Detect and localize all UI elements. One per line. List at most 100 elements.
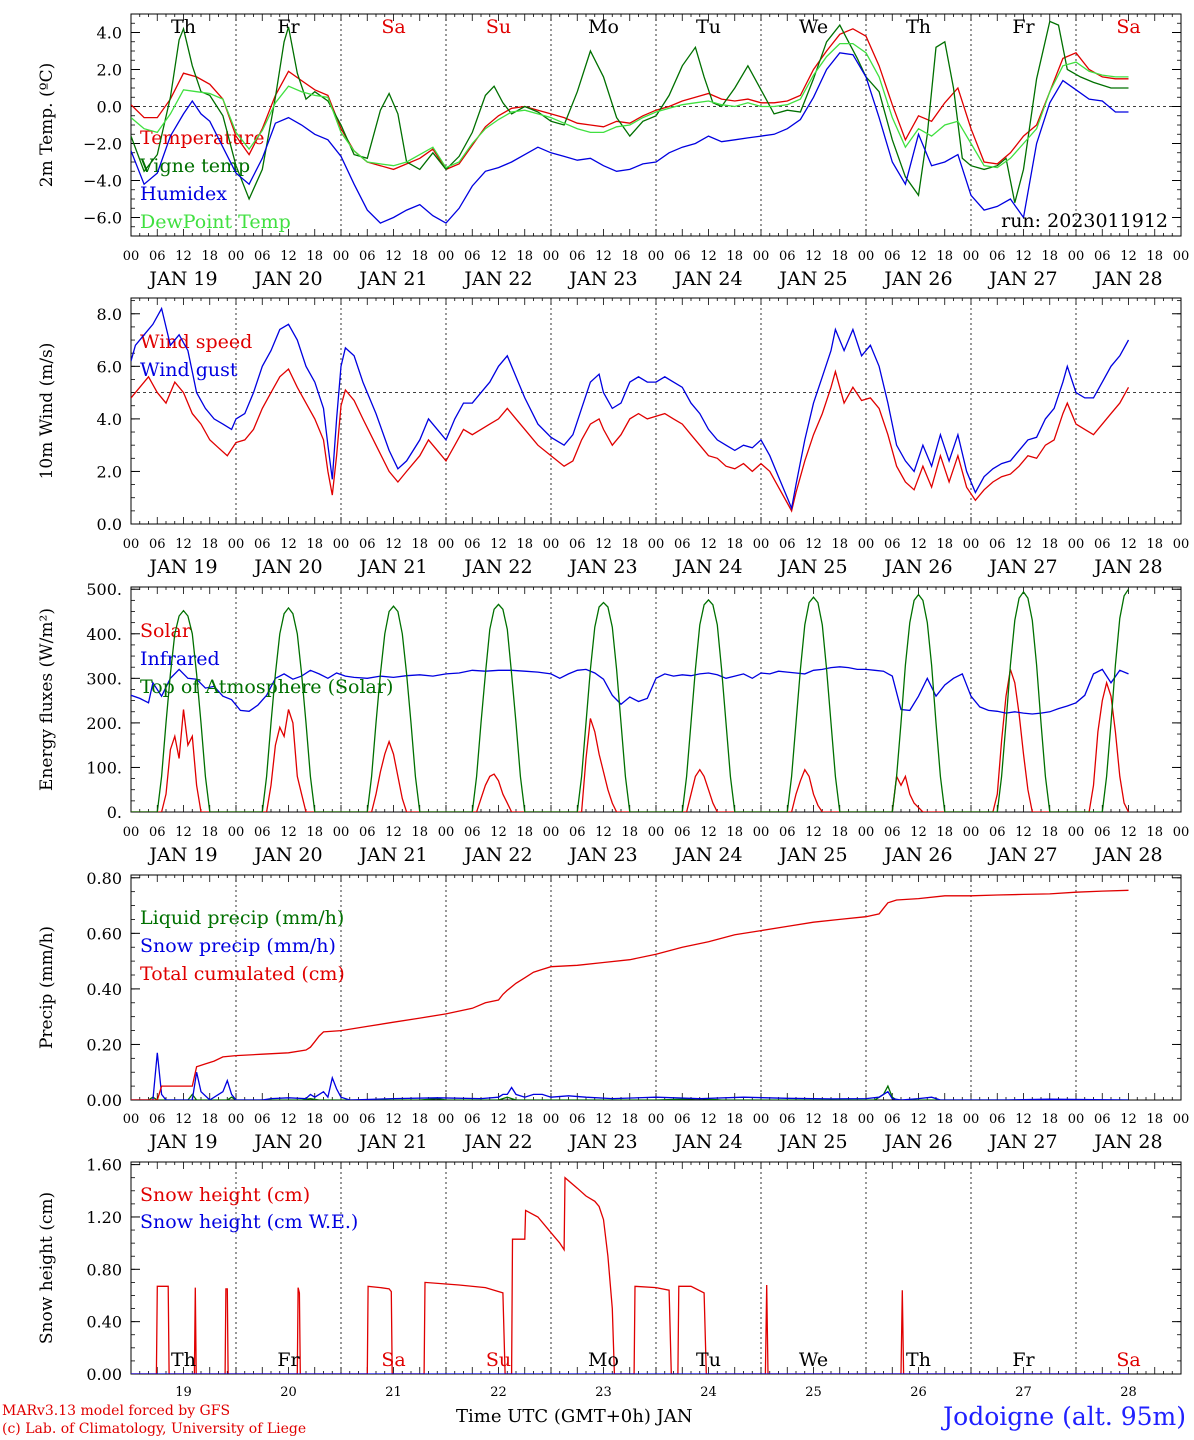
hour-tick-label: 00	[1173, 1112, 1190, 1127]
hour-tick-label: 06	[779, 537, 796, 552]
hour-tick-label: 06	[359, 249, 376, 264]
day-label: JAN 25	[777, 268, 847, 290]
day-label: JAN 24	[672, 1131, 742, 1153]
hour-tick-label: 12	[385, 1112, 402, 1127]
day-label: JAN 28	[1092, 1131, 1162, 1153]
weekday-label: We	[799, 16, 828, 38]
weekday-label: Tu	[696, 1349, 721, 1371]
hour-tick-label: 00	[333, 1112, 350, 1127]
hour-tick-label: 18	[621, 825, 638, 840]
hour-tick-label: 18	[516, 1112, 533, 1127]
panel-1: −6.0 −4.0 −2.0 0.0 2.0 4.0 2m Temp. (ºC) Temper…	[37, 13, 1189, 290]
weekday-label: Fr	[1012, 1349, 1035, 1371]
hour-tick-label: 00	[648, 1112, 665, 1127]
y-tick-label: 500.	[86, 580, 122, 599]
hour-tick-label: 00	[123, 249, 140, 264]
weekday-label: Su	[486, 1349, 511, 1371]
weekday-label: Th	[906, 16, 931, 38]
day-number: 25	[805, 1385, 822, 1400]
day-number: 28	[1120, 1385, 1137, 1400]
hour-tick-label: 18	[1146, 825, 1163, 840]
day-label: JAN 21	[357, 556, 427, 578]
y-tick-label: −2.0	[83, 135, 122, 154]
y-tick-label: 0.80	[86, 869, 122, 888]
legend-wind-speed: Wind speed	[140, 331, 252, 353]
hour-tick-label: 06	[569, 537, 586, 552]
y-tick-label: −6.0	[83, 209, 122, 228]
hour-tick-label: 12	[910, 1112, 927, 1127]
day-label: JAN 23	[567, 1131, 637, 1153]
hour-tick-label: 18	[936, 825, 953, 840]
y-tick-label: 0.00	[86, 1365, 122, 1384]
hour-tick-label: 18	[516, 249, 533, 264]
hour-tick-label: 18	[831, 249, 848, 264]
hour-tick-label: 12	[175, 825, 192, 840]
hour-tick-label: 06	[674, 825, 691, 840]
y-tick-label: 1.20	[86, 1208, 122, 1227]
hour-tick-label: 00	[543, 537, 560, 552]
weekday-label: Sa	[1116, 1349, 1140, 1371]
series-line-top-of-atmosphere-solar	[131, 588, 1130, 812]
day-label: JAN 26	[882, 1131, 952, 1153]
y-tick-label: 4.0	[97, 24, 122, 43]
hour-tick-label: 00	[753, 537, 770, 552]
series-line-humidex	[131, 52, 1129, 224]
day-label: JAN 25	[777, 844, 847, 866]
day-label: JAN 27	[987, 844, 1057, 866]
day-label: JAN 22	[462, 556, 532, 578]
day-label: JAN 25	[777, 556, 847, 578]
hour-tick-label: 00	[858, 825, 875, 840]
hour-tick-label: 12	[385, 249, 402, 264]
hour-tick-label: 18	[1041, 249, 1058, 264]
day-number: 20	[280, 1385, 297, 1400]
hour-tick-label: 00	[858, 249, 875, 264]
hour-tick-label: 12	[280, 825, 297, 840]
hour-tick-label: 06	[149, 825, 166, 840]
legend-snow-height-cm-w-e: Snow height (cm W.E.)	[140, 1211, 358, 1233]
hour-tick-label: 18	[516, 537, 533, 552]
hour-tick-label: 00	[1068, 249, 1085, 264]
hour-tick-label: 06	[779, 825, 796, 840]
y-tick-label: −4.0	[83, 172, 122, 191]
hour-tick-label: 06	[989, 1112, 1006, 1127]
hour-tick-label: 00	[963, 537, 980, 552]
hour-tick-label: 06	[779, 249, 796, 264]
day-label: JAN 24	[672, 844, 742, 866]
hour-tick-label: 18	[726, 1112, 743, 1127]
legend-temperature: Temperature	[140, 127, 264, 149]
hour-tick-label: 12	[595, 249, 612, 264]
day-label: JAN 26	[882, 556, 952, 578]
series-line-snow-precip-mm-h	[131, 1052, 1129, 1100]
day-label: JAN 23	[567, 844, 637, 866]
legend-wind-gust: Wind gust	[140, 359, 238, 381]
hour-tick-label: 00	[963, 249, 980, 264]
day-label: JAN 22	[462, 844, 532, 866]
hour-tick-label: 06	[884, 1112, 901, 1127]
hour-tick-label: 18	[516, 825, 533, 840]
series-line-dewpoint-temp	[131, 42, 1129, 169]
weekday-label: Fr	[277, 16, 300, 38]
day-label: JAN 20	[252, 844, 322, 866]
day-label: JAN 27	[987, 268, 1057, 290]
station-name: Jodoigne (alt. 95m)	[943, 1402, 1186, 1431]
day-label: JAN 19	[147, 556, 217, 578]
hour-tick-label: 18	[1146, 537, 1163, 552]
hour-tick-label: 00	[648, 537, 665, 552]
hour-tick-label: 12	[1120, 825, 1137, 840]
hour-tick-label: 12	[385, 825, 402, 840]
hour-tick-label: 00	[543, 1112, 560, 1127]
hour-tick-label: 12	[805, 1112, 822, 1127]
hour-tick-label: 12	[910, 825, 927, 840]
hour-tick-label: 18	[1041, 1112, 1058, 1127]
hour-tick-label: 18	[306, 249, 323, 264]
y-tick-label: 0.80	[86, 1260, 122, 1279]
hour-tick-label: 18	[621, 537, 638, 552]
hour-tick-label: 00	[228, 825, 245, 840]
y-tick-label: 2.0	[97, 462, 122, 481]
hour-tick-label: 06	[254, 1112, 271, 1127]
panel-2: 0.0 2.0 4.0 6.0 8.0 10m Wind (m/s) Wind speed W…	[37, 297, 1189, 578]
legend-snow-height-cm: Snow height (cm)	[140, 1184, 310, 1206]
y-tick-label: 6.0	[97, 357, 122, 376]
hour-tick-label: 12	[1015, 825, 1032, 840]
hour-tick-label: 06	[569, 249, 586, 264]
